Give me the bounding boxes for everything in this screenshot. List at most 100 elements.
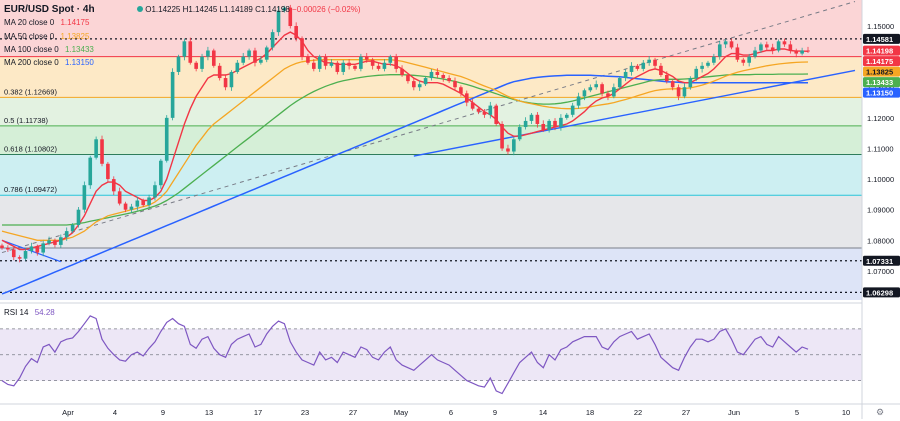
candle-body xyxy=(323,56,328,66)
ma200-legend-value: 1.13150 xyxy=(64,58,94,67)
time-tick-label: 17 xyxy=(254,408,262,417)
candle-body xyxy=(382,62,387,69)
price-tick-label: 1.07000 xyxy=(867,267,894,276)
candle-body xyxy=(800,50,804,54)
candle-body xyxy=(188,41,193,63)
time-tick-label: Apr xyxy=(62,408,74,417)
candle-body xyxy=(688,78,693,88)
candle-body xyxy=(223,78,228,88)
ma50-legend-value: 1.13825 xyxy=(60,32,90,41)
candle-body xyxy=(170,71,175,118)
ohlc-values: O1.14225 H1.14245 L1.14189 C1.14198 xyxy=(145,5,290,14)
candle-body xyxy=(264,47,269,60)
price-tick-label: 1.11000 xyxy=(867,144,894,153)
price-badge-label: 1.14198 xyxy=(866,47,893,56)
band-top xyxy=(0,0,862,57)
band-0382-05 xyxy=(0,97,862,126)
candle-body xyxy=(617,78,622,88)
ma100-line xyxy=(2,73,809,226)
time-tick-label: 14 xyxy=(539,408,547,417)
candle-body xyxy=(159,160,163,186)
candle-body xyxy=(470,102,475,109)
price-badge-label: 1.14581 xyxy=(866,35,893,44)
time-tick-label: 27 xyxy=(349,408,357,417)
candle-body xyxy=(129,206,134,210)
candle-body xyxy=(500,123,504,149)
price-axis: 1.150001.130001.120001.110001.100001.090… xyxy=(861,0,900,419)
candle-body xyxy=(29,246,34,252)
candle-body xyxy=(670,81,675,88)
candle-body xyxy=(106,163,110,180)
candle-body xyxy=(306,56,310,63)
price-tick-label: 1.08000 xyxy=(867,236,894,245)
candle-body xyxy=(211,50,216,66)
gear-icon[interactable]: ⚙ xyxy=(876,407,884,417)
candle-body xyxy=(664,75,669,82)
price-tick-label: 1.15000 xyxy=(867,22,894,31)
candle-body xyxy=(759,44,763,51)
candle-body xyxy=(741,59,746,63)
status-dot xyxy=(137,6,143,12)
candle-body xyxy=(123,203,128,210)
ma50-legend-label: MA 50 close 0 xyxy=(4,32,55,41)
ma20-legend-value: 1.14175 xyxy=(60,18,90,27)
candle-body xyxy=(523,120,528,128)
candle-body xyxy=(335,62,340,72)
candle-body xyxy=(600,84,604,94)
ma20-legend[interactable]: MA 20 close 0 1.14175 xyxy=(4,18,89,27)
band-05-0618 xyxy=(0,125,862,155)
candle-body xyxy=(88,157,93,186)
ma50-legend[interactable]: MA 50 close 0 1.13825 xyxy=(4,32,89,41)
candle-body xyxy=(529,114,534,121)
band-0618-0786 xyxy=(0,154,862,196)
fib-label-3: 0.786 (1.09472) xyxy=(4,185,57,194)
price-tick-label: 1.12000 xyxy=(867,114,894,123)
candle-body xyxy=(441,75,446,79)
time-tick-label: 4 xyxy=(113,408,117,417)
candle-body xyxy=(23,251,28,259)
candle-body xyxy=(706,62,710,66)
candle-body xyxy=(111,179,116,192)
time-tick-label: 6 xyxy=(449,408,453,417)
candle-body xyxy=(347,62,351,66)
candle-body xyxy=(459,87,463,94)
candle-body xyxy=(406,75,410,82)
candle-body xyxy=(682,87,687,97)
candle-body xyxy=(288,7,293,27)
candle-body xyxy=(506,148,510,152)
candle-body xyxy=(259,59,263,63)
candle-body xyxy=(353,65,357,69)
candle-body xyxy=(735,47,740,60)
rsi-legend[interactable]: RSI 14 54.28 xyxy=(4,308,55,317)
ma100-legend[interactable]: MA 100 close 0 1.13433 xyxy=(4,45,94,54)
rsi-legend-value: 54.28 xyxy=(34,308,55,317)
time-tick-label: 22 xyxy=(634,408,642,417)
candle-body xyxy=(17,257,22,259)
candle-body xyxy=(594,84,599,88)
candle-body xyxy=(235,62,240,72)
candle-body xyxy=(241,56,246,63)
candle-body xyxy=(64,231,69,238)
candle-body xyxy=(47,240,51,244)
candle-body xyxy=(676,87,681,97)
candle-body xyxy=(635,65,640,69)
candle-body xyxy=(612,87,616,97)
candle-body xyxy=(141,200,146,206)
candle-body xyxy=(59,237,63,245)
candle-body xyxy=(547,120,551,131)
ma200-legend-label: MA 200 close 0 xyxy=(4,58,59,67)
candle-body xyxy=(794,50,799,54)
candle-body xyxy=(482,111,487,115)
ma200-legend[interactable]: MA 200 close 0 1.13150 xyxy=(4,58,94,67)
time-tick-label: May xyxy=(394,408,408,417)
candle-body xyxy=(588,87,593,91)
time-tick-label: 9 xyxy=(161,408,165,417)
candle-body xyxy=(341,62,346,72)
candle-body xyxy=(564,114,569,118)
candle-body xyxy=(294,26,298,39)
candle-body xyxy=(94,139,98,158)
ma20-line xyxy=(1,31,809,251)
candle-body xyxy=(70,225,75,232)
candle-body xyxy=(247,50,251,57)
